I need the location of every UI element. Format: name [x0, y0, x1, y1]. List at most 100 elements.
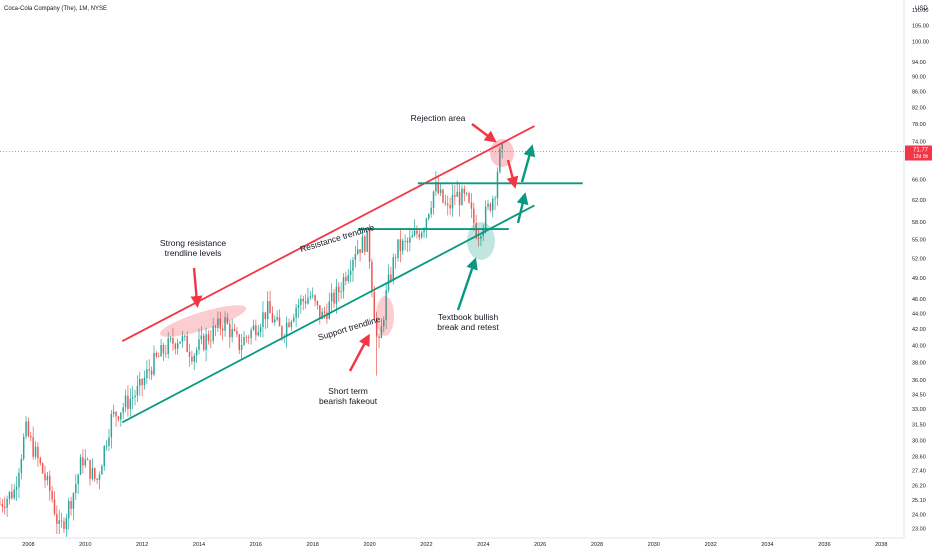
candle-body: [385, 290, 387, 320]
candle-body: [383, 319, 385, 327]
candle-body: [22, 436, 25, 459]
candle-body: [89, 459, 91, 479]
candle-body: [501, 143, 503, 149]
candle-body: [129, 398, 132, 409]
candle-body: [139, 378, 141, 386]
candle-body: [167, 338, 169, 354]
candle-body: [0, 503, 1, 505]
candle-body: [136, 385, 139, 396]
candle-body: [120, 412, 122, 420]
candle-body: [356, 249, 359, 255]
candle-body: [243, 337, 245, 346]
price-tick: 94.00: [912, 60, 926, 66]
price-tick: 78.00: [912, 122, 926, 128]
candle-body: [245, 337, 248, 338]
candle-body: [432, 191, 435, 208]
candle-body: [155, 353, 158, 357]
retest-arrow: [456, 257, 478, 311]
candle-body: [248, 337, 250, 339]
candle-body: [302, 298, 304, 302]
price-tick: 62.00: [912, 198, 926, 204]
candle-body: [169, 338, 172, 339]
candle-body: [4, 506, 6, 508]
fakeout-zone: [376, 296, 394, 336]
candle-body: [103, 445, 105, 467]
candle-body: [127, 395, 129, 409]
candle-body: [72, 493, 75, 509]
support-trendline[interactable]: [121, 204, 535, 424]
candle-body: [214, 326, 217, 328]
strong-resistance-label-2: trendline levels: [165, 248, 222, 258]
price-tick: 31.50: [912, 423, 926, 429]
candle-body: [307, 297, 309, 304]
price-tick: 28.60: [912, 455, 926, 461]
candle-body: [451, 195, 454, 209]
candle-body: [444, 202, 447, 204]
candle-body: [229, 323, 231, 338]
candle-body: [203, 335, 205, 350]
candle-body: [252, 325, 255, 330]
candle-body: [492, 198, 494, 211]
candle-body: [91, 468, 94, 479]
candle-body: [200, 335, 203, 340]
time-tick: 2008: [22, 542, 34, 548]
candle-body: [191, 356, 193, 362]
candle-body: [401, 240, 404, 251]
candle-body: [134, 395, 136, 398]
candle-body: [290, 321, 293, 328]
price-tick: 24.00: [912, 513, 926, 519]
price-tick: 27.40: [912, 469, 926, 475]
candle-body: [285, 322, 288, 337]
candle-body: [79, 457, 82, 475]
candle-body: [212, 326, 214, 341]
candle-body: [150, 370, 153, 375]
candle-body: [449, 205, 451, 209]
textbook-label-2: break and retest: [437, 322, 499, 332]
candle-body: [174, 344, 177, 349]
candle-body: [371, 261, 373, 292]
candle-body: [458, 191, 461, 206]
fakeout-arrow: [348, 333, 370, 372]
candle-body: [399, 239, 402, 251]
candle-body: [259, 327, 262, 333]
candle-body: [18, 472, 20, 488]
candle-body: [58, 520, 60, 524]
candle-body: [425, 218, 428, 231]
candle-body: [56, 514, 58, 524]
candle-body: [439, 189, 442, 194]
candle-body: [153, 353, 155, 375]
candle-body: [210, 340, 212, 342]
time-tick: 2026: [534, 542, 546, 548]
candle-body: [454, 195, 456, 197]
price-tick: 110.00: [912, 8, 928, 14]
trendline-layer[interactable]: [121, 125, 583, 424]
candle-body: [20, 458, 23, 473]
price-tick: 26.20: [912, 484, 926, 490]
time-tick: 2018: [307, 542, 319, 548]
candle-body: [110, 414, 113, 438]
time-tick: 2032: [705, 542, 717, 548]
candle-body: [67, 500, 70, 519]
candle-body: [240, 345, 243, 350]
candle-body: [406, 240, 409, 243]
candle-body: [378, 336, 380, 338]
price-tick: 33.00: [912, 407, 926, 413]
strong-resistance-zone: [159, 305, 247, 337]
price-tick: 52.00: [912, 256, 926, 262]
candle-body: [276, 317, 278, 320]
retest-zone: [467, 222, 495, 260]
candle-body: [98, 474, 101, 480]
candle-body: [404, 240, 406, 242]
candle-body: [255, 325, 257, 336]
candle-body: [380, 326, 383, 338]
candle-body: [489, 203, 492, 211]
price-tick: 38.00: [912, 360, 926, 366]
candle-body: [354, 254, 357, 260]
candle-body: [15, 487, 18, 490]
candle-body: [361, 236, 364, 253]
candle-body: [319, 305, 321, 320]
time-tick-labels: 2008 2010 2012 2014 2016 2018 2020 2022 2024 2026…: [22, 542, 887, 548]
candle-body: [494, 198, 496, 200]
candle-body: [295, 307, 297, 318]
